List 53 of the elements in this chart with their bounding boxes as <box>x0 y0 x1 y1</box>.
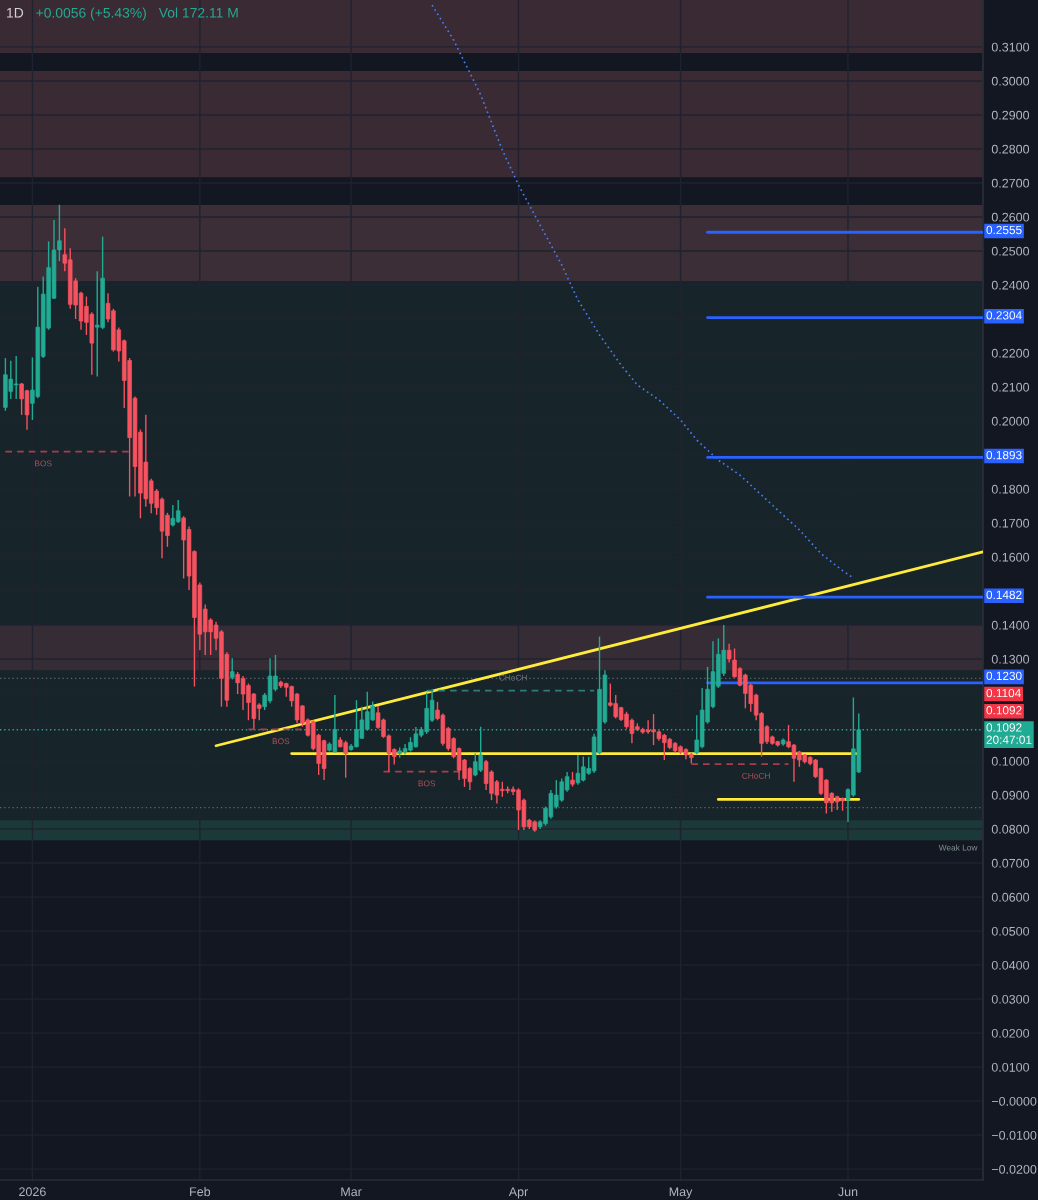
x-tick-label: Apr <box>508 1187 529 1199</box>
y-tick-label: 0.3100 <box>991 42 1030 52</box>
y-tick-label: 0.0800 <box>991 824 1030 834</box>
band-label: Weak Low <box>938 844 978 851</box>
y-tick-label: −0.0000 <box>991 1096 1037 1106</box>
y-tick-label: 0.0400 <box>991 960 1030 970</box>
annotation: CHoCH <box>499 674 527 681</box>
annotation: CHoCH <box>742 772 770 779</box>
annotation: BOS <box>272 738 290 745</box>
y-tick-label: 0.0600 <box>991 892 1030 902</box>
y-tick-label: 0.0200 <box>991 1028 1030 1038</box>
data-label: 0.1230 <box>986 671 1022 681</box>
y-tick-label: 0.2500 <box>991 246 1030 256</box>
data-label: 0.2304 <box>986 311 1022 320</box>
x-tick-label: Jun <box>838 1187 858 1197</box>
y-tick-label: 0.1600 <box>991 552 1030 562</box>
y-tick-label: 0.2900 <box>991 110 1030 120</box>
y-tick-label: 0.2400 <box>991 280 1030 290</box>
y-tick-label: 0.2700 <box>991 178 1030 188</box>
x-tick-label: May <box>669 1187 693 1199</box>
y-tick-label: 0.2000 <box>991 416 1030 426</box>
y-tick-label: 0.1700 <box>991 518 1030 528</box>
x-tick-label: 2026 <box>19 1187 46 1197</box>
annotation: BOS <box>35 460 52 467</box>
y-tick-label: −0.0200 <box>991 1164 1037 1174</box>
y-tick-label: 0.0700 <box>991 858 1030 868</box>
annotation: 0.1092 <box>986 706 1022 715</box>
y-tick-label: 0.0300 <box>991 994 1030 1004</box>
y-tick-label: 0.2600 <box>991 212 1030 222</box>
candlestick <box>230 657 235 681</box>
data-label: 0.1482 <box>986 590 1022 600</box>
y-tick-label: 0.1000 <box>991 756 1030 766</box>
y-tick-label: 0.1800 <box>991 484 1030 494</box>
y-tick-label: 0.2200 <box>991 348 1030 358</box>
data-label: 0.2555 <box>986 225 1022 235</box>
annotation: Vol 172.11 M <box>158 7 238 18</box>
y-tick-label: 0.1300 <box>991 654 1030 664</box>
y-tick-label: 0.3000 <box>991 76 1030 86</box>
data-label: 0.1893 <box>986 450 1022 460</box>
y-tick-label: 0.0100 <box>991 1062 1030 1072</box>
y-tick-label: 0.2100 <box>991 382 1030 392</box>
annotation: +0.0056 (+5.43%) <box>36 7 146 21</box>
y-tick-label: 0.2800 <box>991 144 1030 154</box>
x-tick-label: Mar <box>341 1187 362 1197</box>
y-tick-label: 0.0900 <box>991 790 1030 800</box>
annotation: 0.1104 <box>986 688 1021 698</box>
y-tick-label: −0.0100 <box>991 1130 1037 1140</box>
annotation: BOS <box>418 780 436 787</box>
chart-title: 1D <box>7 8 24 18</box>
y-tick-label: 0.1400 <box>991 620 1030 630</box>
ref-line-label: 0.1092 20:47:01 <box>986 723 1032 744</box>
y-tick-label: 0.0500 <box>991 926 1030 936</box>
x-tick-label: Feb <box>190 1186 211 1197</box>
